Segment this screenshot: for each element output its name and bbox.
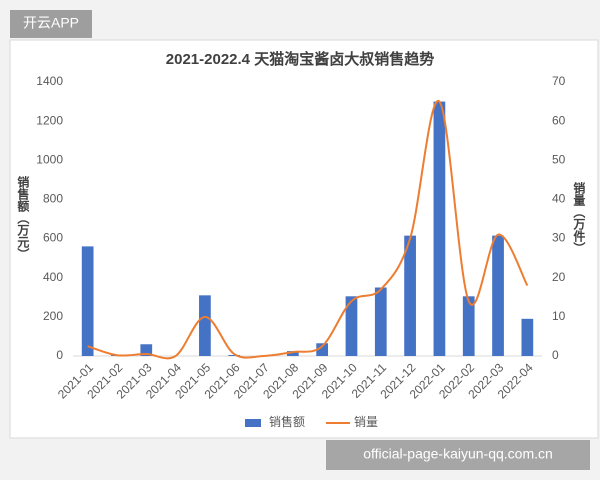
bar [492, 235, 504, 356]
legend-label: 销量 [354, 415, 378, 429]
y-tick-label: 1000 [36, 152, 63, 166]
y-tick-label: 1200 [36, 113, 63, 127]
y2-tick-label: 60 [552, 113, 566, 127]
bar [462, 296, 475, 356]
bar [433, 101, 446, 356]
bar [404, 235, 416, 356]
y-tick-label: 400 [43, 270, 63, 284]
y2-tick-label: 0 [552, 348, 559, 362]
line [87, 100, 529, 360]
bar [81, 246, 94, 356]
bar [374, 287, 387, 356]
bar [228, 355, 241, 356]
y-tick-label: 600 [43, 231, 63, 245]
bar [199, 295, 211, 356]
bar [140, 344, 153, 356]
y2-tick-label: 20 [552, 270, 566, 284]
watermark-box [326, 440, 590, 470]
y2-tick-label: 40 [552, 192, 566, 206]
badge: 开云APP [23, 15, 79, 31]
y2-tick-label: 30 [552, 231, 566, 245]
watermark: official-page-kaiyun-qq.com.cn [363, 446, 553, 462]
legend-swatch [245, 419, 261, 427]
y2-tick-label: 10 [552, 309, 566, 323]
y-tick-label: 200 [43, 309, 63, 323]
bar [286, 351, 299, 356]
legend-label: 销售额 [269, 414, 305, 429]
y-tick-label: 800 [43, 192, 63, 206]
y2-tick-label: 70 [552, 74, 566, 88]
bar [316, 343, 329, 356]
chart-title: 2021-2022.4 天猫淘宝酱卤大叔销售趋势 [166, 50, 434, 68]
bar [345, 296, 358, 356]
y2-axis-label: 销量（万件） [572, 181, 586, 254]
badge-box [10, 10, 92, 38]
y-tick-label: 1400 [36, 74, 63, 88]
bar [521, 318, 534, 356]
y-axis-label: 销售额（万元） [16, 175, 30, 260]
y-tick-label: 0 [56, 348, 63, 362]
y2-tick-label: 50 [552, 152, 566, 166]
